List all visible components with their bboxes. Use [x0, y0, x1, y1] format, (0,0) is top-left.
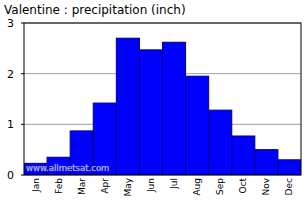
- chart-container: 0 1 2 3 Jan Feb Mar Apr May Jun Jul Aug Sep Oct Nov Dec…: [0, 0, 306, 200]
- x-tick-label: Dec: [284, 178, 294, 195]
- title: Valentine : precipitation (inch): [4, 3, 186, 17]
- y-tick-label: 0: [7, 169, 14, 182]
- x-tick-label: Aug: [192, 178, 202, 196]
- bar: [116, 38, 139, 175]
- bar: [163, 42, 186, 175]
- x-tick-label: Nov: [261, 177, 271, 195]
- bar: [232, 136, 255, 175]
- bar: [186, 76, 209, 175]
- x-tick-label: Feb: [54, 178, 64, 194]
- x-tick-label: Sep: [215, 178, 225, 195]
- watermark: www.allmetsat.com: [26, 163, 109, 173]
- bar: [209, 110, 232, 175]
- plot-background: [24, 23, 301, 175]
- x-tick-label: Jun: [146, 178, 156, 193]
- bar: [255, 150, 278, 175]
- chart-svg: 0 1 2 3 Jan Feb Mar Apr May Jun Jul Aug Sep Oct Nov Dec…: [0, 0, 306, 200]
- plot-frame: [24, 23, 301, 175]
- y-tick-label: 3: [7, 17, 14, 30]
- y-tick-label: 1: [7, 118, 14, 131]
- bar: [139, 50, 162, 175]
- x-tick-label: Jan: [31, 178, 41, 193]
- bar: [278, 160, 301, 175]
- bars: [24, 38, 301, 175]
- y-tick-label: 2: [7, 68, 14, 81]
- x-tick-label: May: [123, 177, 133, 196]
- x-tick-label: Apr: [100, 178, 110, 194]
- x-tick-label: Mar: [77, 178, 87, 195]
- x-tick-label: Jul: [169, 178, 179, 190]
- x-tick-label: Oct: [238, 178, 248, 194]
